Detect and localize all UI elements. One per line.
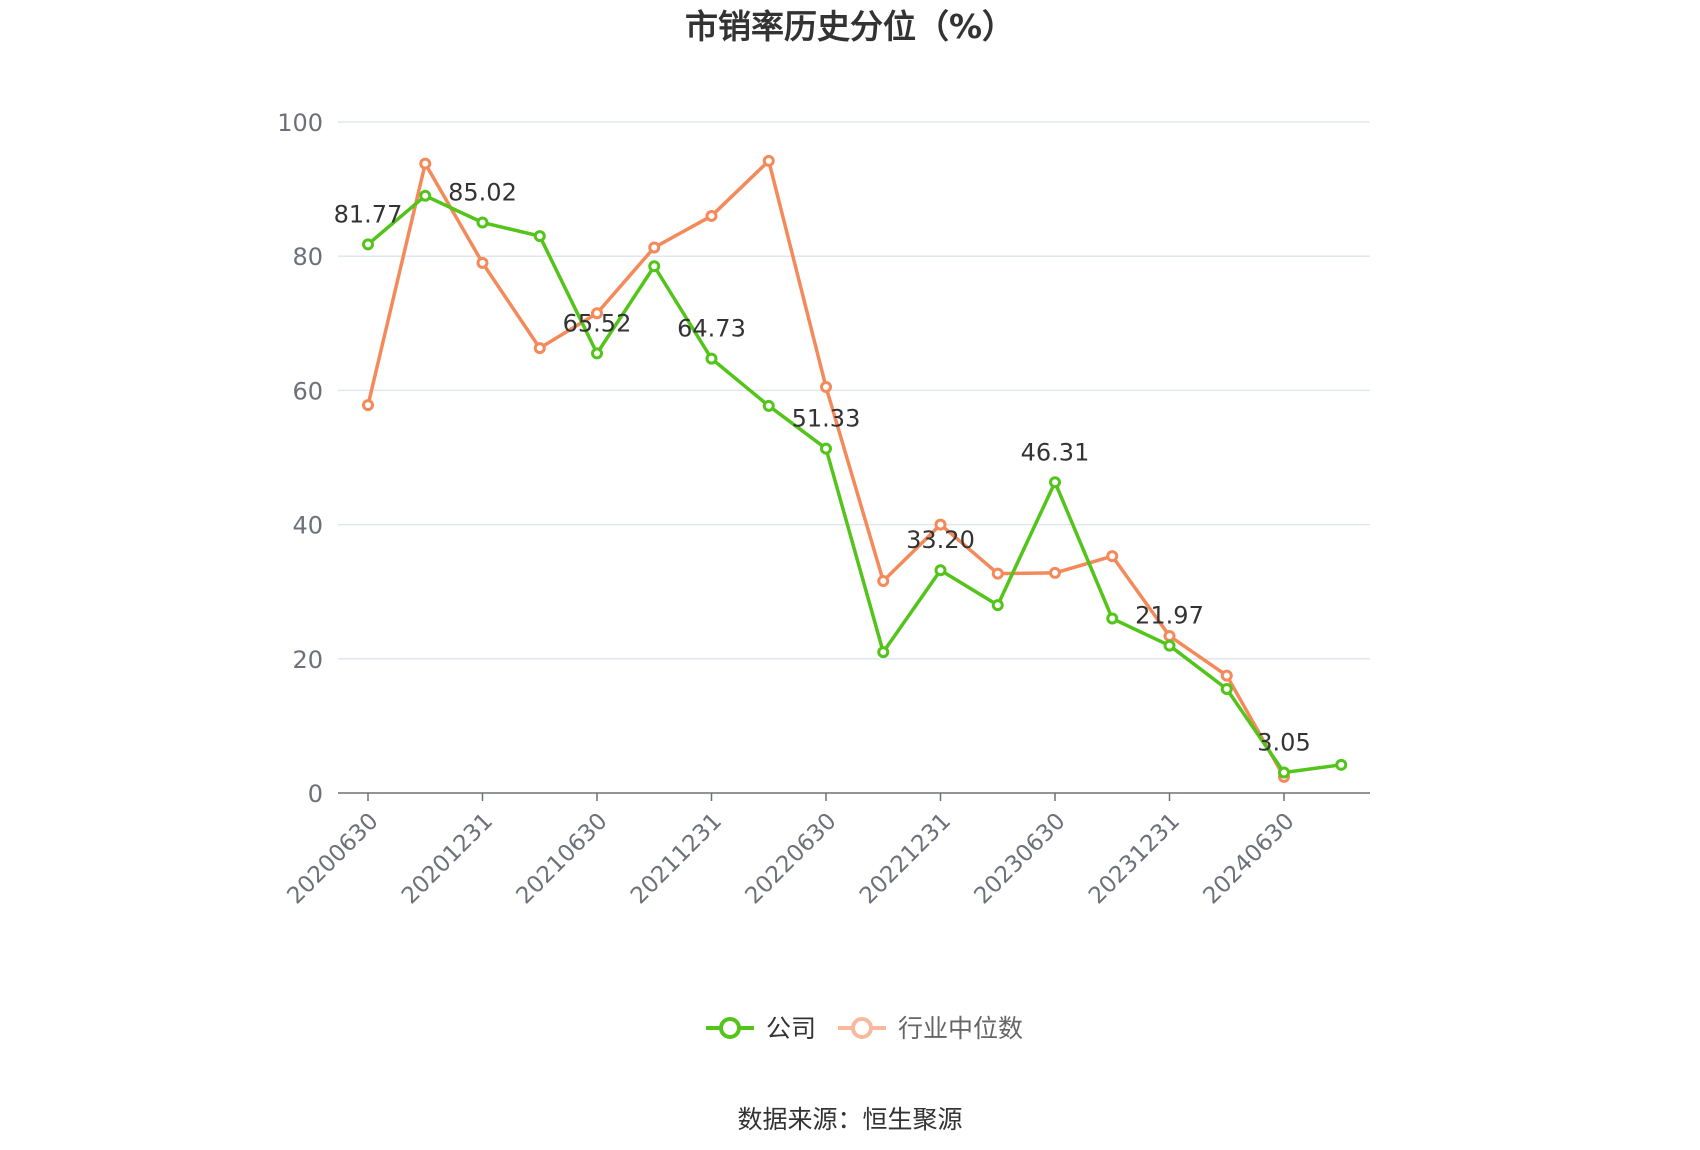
data-point[interactable] — [533, 342, 546, 355]
x-tick-label: 20240630 — [1198, 808, 1299, 909]
data-point[interactable] — [419, 189, 432, 202]
series-line-0 — [366, 194, 1342, 775]
data-point[interactable] — [591, 347, 603, 360]
data-point[interactable] — [362, 399, 374, 412]
y-tick-label: 20 — [292, 646, 323, 674]
y-tick-label: 0 — [308, 780, 323, 808]
data-point[interactable] — [1220, 669, 1233, 682]
data-point[interactable] — [1106, 550, 1119, 563]
data-point[interactable] — [1163, 629, 1176, 642]
legend-item-1[interactable]: 行业中位数 — [838, 1014, 1023, 1043]
data-label: 33.20 — [906, 526, 975, 554]
data-point[interactable] — [533, 230, 546, 243]
data-labels: 81.77 85.02 65.52 64.73 51.33 33.20 46.31 21.97… — [334, 179, 1311, 757]
data-point[interactable] — [476, 216, 489, 229]
data-point[interactable] — [877, 574, 890, 587]
data-label: 3.05 — [1257, 729, 1310, 757]
x-tick-label: 20210630 — [511, 808, 612, 909]
x-tick-label: 20221231 — [855, 808, 956, 909]
data-point[interactable] — [1278, 766, 1290, 779]
legend-label: 公司 — [766, 1014, 816, 1043]
data-point[interactable] — [991, 599, 1004, 612]
data-label: 51.33 — [792, 405, 861, 433]
data-label: 46.31 — [1021, 438, 1090, 466]
x-tick-label: 20201231 — [397, 808, 498, 909]
data-point[interactable] — [705, 209, 718, 222]
data-point[interactable] — [820, 381, 832, 394]
data-point[interactable] — [934, 564, 947, 577]
series-points — [362, 154, 1348, 783]
data-point[interactable] — [1335, 758, 1348, 771]
y-tick-label: 100 — [277, 109, 323, 137]
data-point[interactable] — [877, 646, 890, 659]
x-tick-label: 20231231 — [1084, 808, 1185, 909]
chart-title: 市销率历史分位（%） — [685, 7, 1015, 46]
data-point[interactable] — [762, 154, 775, 167]
data-point[interactable] — [1049, 476, 1061, 489]
x-tick-label: 20211231 — [626, 808, 727, 909]
legend-marker — [719, 1017, 741, 1039]
data-point[interactable] — [820, 442, 832, 455]
x-axis: 20200630 20201231 20210630 20211231 20220630… — [282, 792, 1370, 909]
x-tick-label: 20200630 — [282, 808, 383, 909]
series-line-1 — [366, 159, 1286, 778]
legend[interactable]: 公司 行业中位数 — [706, 1014, 1023, 1043]
data-point[interactable] — [762, 399, 775, 412]
data-point[interactable] — [648, 260, 661, 273]
data-point[interactable] — [1163, 639, 1176, 652]
data-label: 81.77 — [334, 200, 403, 228]
data-point[interactable] — [991, 567, 1004, 580]
data-point[interactable] — [934, 518, 947, 531]
data-point[interactable] — [419, 157, 432, 170]
series-lines — [366, 159, 1342, 778]
y-tick-label: 80 — [292, 243, 323, 271]
legend-marker — [851, 1017, 873, 1039]
y-tick-label: 40 — [292, 512, 323, 540]
legend-item-0[interactable]: 公司 — [706, 1014, 816, 1043]
y-axis: 0 20 40 60 80 100 — [277, 109, 323, 808]
y-tick-label: 60 — [292, 377, 323, 405]
data-label: 21.97 — [1135, 602, 1204, 630]
data-source: 数据来源：恒生聚源 — [737, 1105, 962, 1134]
data-point[interactable] — [705, 352, 718, 365]
data-label: 64.73 — [677, 315, 746, 343]
data-point[interactable] — [648, 241, 661, 254]
data-point[interactable] — [1106, 612, 1119, 625]
data-point[interactable] — [362, 238, 374, 251]
grid-lines — [338, 121, 1370, 660]
data-point[interactable] — [591, 307, 603, 320]
data-label: 65.52 — [563, 309, 632, 337]
data-point[interactable] — [476, 256, 489, 269]
data-point[interactable] — [1049, 566, 1061, 579]
data-point[interactable] — [1220, 682, 1233, 695]
x-tick-label: 20220630 — [740, 808, 841, 909]
legend-label: 行业中位数 — [898, 1014, 1023, 1043]
data-label: 85.02 — [448, 179, 517, 207]
x-tick-label: 20230630 — [969, 808, 1070, 909]
